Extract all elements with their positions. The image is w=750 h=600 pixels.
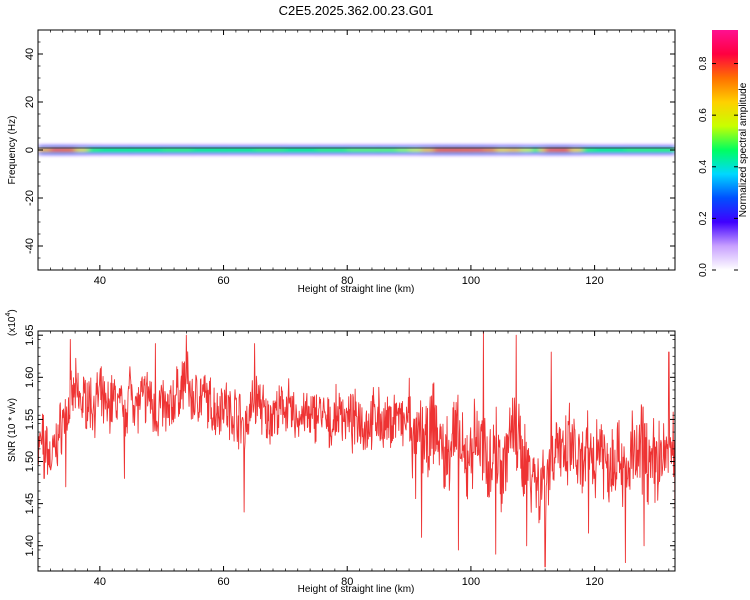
top-x-tick-label-60: 60 <box>217 275 229 287</box>
figure-title: C2E5.2025.362.00.23.G01 <box>279 3 434 18</box>
spectrogram-x-label: Height of straight line (km) <box>298 284 415 295</box>
spectrogram-band <box>38 144 675 156</box>
band-cell-4-11 <box>285 148 317 152</box>
colorbar-ticks: 0.0 0.2 0.4 0.6 0.8 <box>698 56 738 277</box>
band-cell-4-12 <box>316 148 348 152</box>
top-y-tick-label-40: 40 <box>24 48 36 60</box>
bot-y-tick-label-1.55: 1.55 <box>24 409 36 430</box>
bot-y-tick-label-1.40: 1.40 <box>24 535 36 556</box>
top-y-tick-label--20: -20 <box>24 190 36 206</box>
band-cell-4-4 <box>87 148 101 152</box>
top-x-tick-label-100: 100 <box>462 275 480 287</box>
bot-y-tick-label-1.50: 1.50 <box>24 451 36 472</box>
band-cell-4-22 <box>483 148 497 152</box>
top-y-tick-label--40: -40 <box>24 238 36 254</box>
band-cell-4-25 <box>520 148 534 152</box>
band-cell-4-27 <box>538 148 546 152</box>
bot-x-tick-label-80: 80 <box>341 576 353 588</box>
band-cell-4-34 <box>656 148 675 152</box>
band-cell-4-15 <box>396 148 410 152</box>
band-cell-4-9 <box>223 148 256 152</box>
snr-multiplier-exponent: 4 <box>5 313 12 317</box>
colorbar-label: Normalized spectral amplitude <box>738 82 749 217</box>
band-cell-4-16 <box>409 148 423 152</box>
band-cell-4-19 <box>446 148 460 152</box>
band-cell-4-26 <box>532 148 540 152</box>
band-cell-4-21 <box>470 148 484 152</box>
top-x-tick-label-80: 80 <box>341 275 353 287</box>
band-cell-4-6 <box>130 148 163 152</box>
bot-y-tick-label-1.60: 1.60 <box>24 367 36 388</box>
spectrogram-panel: 40 60 80 100 120 40 20 0 -20 -40 Height of strai… <box>7 29 676 295</box>
band-cell-4-20 <box>458 148 472 152</box>
band-cell-4-33 <box>625 148 658 152</box>
band-cell-4-5 <box>99 148 132 152</box>
colorbar: 0.0 0.2 0.4 0.6 0.8 Normalized spectral ampl… <box>698 30 749 277</box>
bot-x-tick-label-120: 120 <box>585 576 603 588</box>
band-cell-4-24 <box>508 148 521 152</box>
snr-multiplier: (x104) <box>5 309 18 336</box>
band-cell-4-3 <box>75 148 89 152</box>
band-cell-4-2 <box>62 148 76 152</box>
band-cell-4-10 <box>254 148 286 152</box>
band-cell-4-18 <box>433 148 447 152</box>
snr-y-ticks: 1.65 1.60 1.55 1.50 1.45 1.40 <box>24 324 675 568</box>
colorbar-tick-label-0.6: 0.6 <box>698 108 709 122</box>
bot-x-tick-label-40: 40 <box>94 576 106 588</box>
snr-series-line <box>38 331 675 568</box>
bot-x-tick-label-60: 60 <box>217 576 229 588</box>
snr-y-label: SNR (10 * v/v) <box>7 398 18 462</box>
colorbar-tick-label-0.4: 0.4 <box>698 159 709 173</box>
top-y-tick-label-0: 0 <box>24 147 36 153</box>
top-y-tick-label-20: 20 <box>24 96 36 108</box>
band-cell-4-17 <box>421 148 435 152</box>
colorbar-tick-label-0.2: 0.2 <box>698 211 709 225</box>
band-cell-4-0 <box>38 148 51 152</box>
spectrogram-y-ticks: 40 20 0 -20 -40 <box>24 41 675 259</box>
band-cell-4-7 <box>161 148 194 152</box>
band-cell-4-23 <box>495 148 509 152</box>
snr-plot-area <box>38 331 675 571</box>
band-cell-4-14 <box>378 148 398 152</box>
band-cell-4-29 <box>557 148 571 152</box>
bot-y-tick-label-1.65: 1.65 <box>24 324 36 345</box>
svg-text:(x104): (x104) <box>5 309 18 336</box>
band-cell-4-13 <box>347 148 379 152</box>
spectrogram-y-label: Frequency (Hz) <box>7 116 18 185</box>
colorbar-tick-label-0.0: 0.0 <box>698 263 709 277</box>
colorbar-gradient <box>712 30 738 270</box>
band-cell-4-30 <box>569 148 583 152</box>
spectrogram-x-ticks: 40 60 80 100 120 <box>50 30 670 287</box>
snr-frame <box>37 330 676 572</box>
bot-y-tick-label-1.45: 1.45 <box>24 493 36 514</box>
band-cell-4-32 <box>594 148 627 152</box>
band-cell-4-8 <box>192 148 225 152</box>
colorbar-tick-label-0.8: 0.8 <box>698 56 709 70</box>
snr-x-label: Height of straight line (km) <box>298 584 415 595</box>
snr-x-ticks: 40 60 80 100 120 <box>50 331 670 588</box>
band-cell-4-1 <box>50 148 64 152</box>
top-x-tick-label-120: 120 <box>585 275 603 287</box>
band-cell-4-28 <box>545 148 559 152</box>
band-cell-4-31 <box>582 148 596 152</box>
snr-multiplier-base: (x10 <box>7 316 18 336</box>
bot-x-tick-label-100: 100 <box>462 576 480 588</box>
snr-panel: 40 60 80 100 120 1.65 1.60 1.55 1.50 1.45 1.40 He… <box>5 309 676 595</box>
top-x-tick-label-40: 40 <box>94 275 106 287</box>
